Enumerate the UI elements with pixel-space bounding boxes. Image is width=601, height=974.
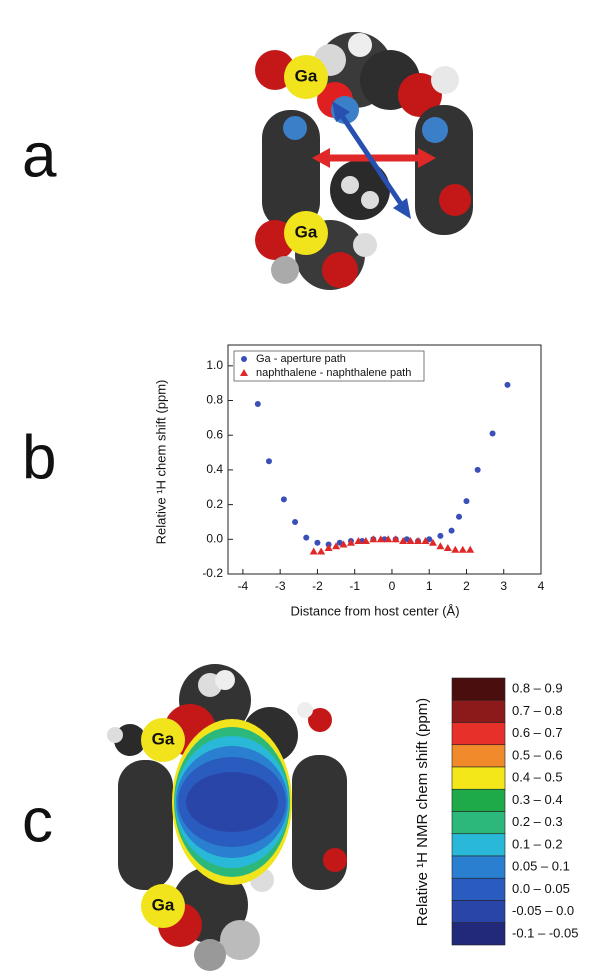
figure: a b c Ga Ga Distance fr	[0, 0, 601, 974]
color-legend-label: 0.5 – 0.6	[512, 747, 563, 762]
color-legend-label: 0.1 – 0.2	[512, 836, 563, 851]
point	[444, 544, 452, 551]
x-tick-label: 4	[538, 579, 545, 593]
color-swatch	[452, 745, 505, 767]
atom-label: Ga	[152, 895, 175, 914]
color-swatch	[452, 878, 505, 900]
point	[317, 547, 325, 554]
x-tick-label: 2	[463, 579, 470, 593]
y-axis-label: Relative ¹H chem shift (ppm)	[153, 380, 168, 545]
point	[466, 546, 474, 553]
color-legend-label: 0.8 – 0.9	[512, 681, 563, 696]
y-tick-label: -0.2	[202, 566, 223, 580]
y-tick-label: 0.0	[206, 531, 223, 545]
color-legend-label: 0.3 – 0.4	[512, 792, 563, 807]
color-legend-label: -0.05 – 0.0	[512, 903, 574, 918]
point	[490, 430, 496, 436]
point	[463, 498, 469, 504]
color-legend-label: 0.05 – 0.1	[512, 859, 570, 874]
color-legend-label: 0.4 – 0.5	[512, 770, 563, 785]
legend-label: naphthalene - naphthalene path	[256, 367, 411, 379]
point	[292, 519, 298, 525]
x-tick-label: 0	[389, 579, 396, 593]
atom-label: Ga	[152, 729, 175, 748]
point	[436, 542, 444, 549]
atom-label: Ga	[295, 222, 318, 241]
color-swatch	[452, 923, 505, 945]
color-legend-label: 0.7 – 0.8	[512, 703, 563, 718]
panel-label: c	[22, 786, 53, 855]
atom-label: Ga	[295, 66, 318, 85]
color-swatch	[452, 901, 505, 923]
y-tick-label: 1.0	[206, 358, 223, 372]
color-swatch	[452, 678, 505, 700]
point	[310, 547, 318, 554]
molecule-a	[255, 32, 473, 290]
point	[347, 539, 355, 546]
x-axis-label: Distance from host center (Å)	[290, 603, 459, 618]
color-swatch	[452, 723, 505, 745]
point	[449, 528, 455, 534]
x-tick-label: -4	[238, 579, 249, 593]
color-legend-title: Relative ¹H NMR chem shift (ppm)	[414, 698, 431, 926]
point	[456, 514, 462, 520]
y-tick-label: 0.4	[206, 462, 223, 476]
x-tick-label: -2	[312, 579, 323, 593]
point	[314, 540, 320, 546]
panel-label: a	[22, 121, 57, 190]
color-swatch	[452, 812, 505, 834]
point	[459, 546, 467, 553]
color-legend-label: 0.6 – 0.7	[512, 725, 563, 740]
point	[475, 467, 481, 473]
color-swatch	[452, 789, 505, 811]
x-tick-label: 3	[500, 579, 507, 593]
point	[255, 401, 261, 407]
color-swatch	[452, 834, 505, 856]
point	[303, 535, 309, 541]
point	[504, 382, 510, 388]
color-legend-label: 0.0 – 0.05	[512, 881, 570, 896]
y-tick-label: 0.8	[206, 393, 223, 407]
x-tick-label: 1	[426, 579, 433, 593]
color-legend-label: 0.2 – 0.3	[512, 814, 563, 829]
color-swatch	[452, 856, 505, 878]
legend-label: Ga - aperture path	[256, 353, 346, 365]
point	[451, 546, 459, 553]
legend-marker	[241, 356, 247, 362]
point	[281, 496, 287, 502]
x-tick-label: -3	[275, 579, 286, 593]
point	[266, 458, 272, 464]
color-legend-label: -0.1 – -0.05	[512, 925, 579, 940]
molecule-c	[107, 664, 347, 971]
panel-label: b	[22, 423, 56, 492]
x-tick-label: -1	[349, 579, 360, 593]
y-tick-label: 0.6	[206, 427, 223, 441]
y-tick-label: 0.2	[206, 497, 223, 511]
point	[437, 533, 443, 539]
color-swatch	[452, 700, 505, 722]
color-swatch	[452, 767, 505, 789]
